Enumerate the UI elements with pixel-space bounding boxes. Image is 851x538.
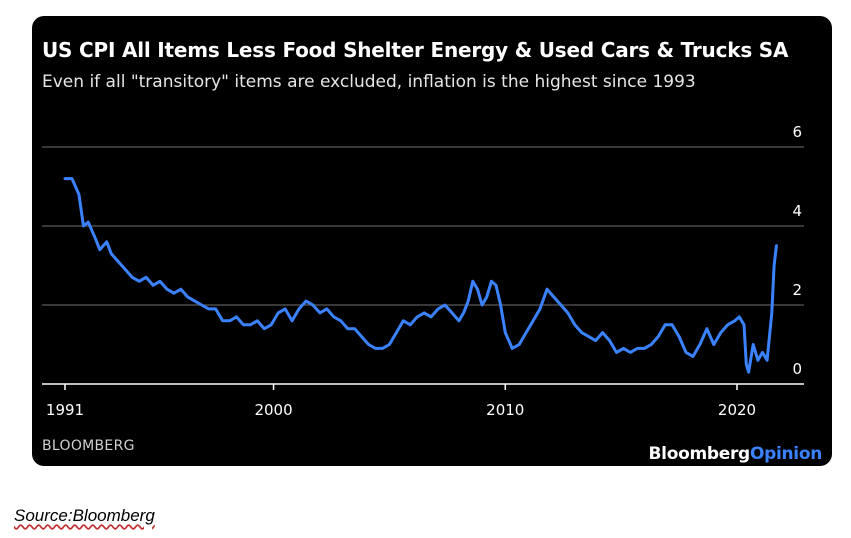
x-tick-label: 2010 xyxy=(486,401,524,419)
x-tick-label: 2020 xyxy=(718,401,756,419)
chart-title: US CPI All Items Less Food Shelter Energ… xyxy=(42,38,789,62)
source-label: BLOOMBERG xyxy=(42,438,135,454)
x-axis xyxy=(42,383,804,390)
bloomberg-opinion-logo: BloombergOpinion xyxy=(648,444,823,464)
y-tick-label: 2 xyxy=(792,281,802,299)
x-tick-label: 1991 xyxy=(46,401,84,419)
chart-subtitle: Even if all "transitory" items are exclu… xyxy=(42,72,696,92)
y-tick-label: 6 xyxy=(792,123,802,141)
brand-primary: Bloomberg xyxy=(648,444,751,464)
x-axis-labels: 1991 2000 2010 2020 xyxy=(46,401,756,419)
x-tick-label: 2000 xyxy=(254,401,292,419)
source-caption: Source:Bloomberg xyxy=(14,506,155,525)
y-tick-label: 4 xyxy=(792,202,802,220)
y-tick-label: 0 xyxy=(792,360,802,378)
y-axis-labels: 0 2 4 6 xyxy=(792,123,802,378)
line-chart: 0 2 4 6 1991 2000 2010 2020 xyxy=(42,123,804,419)
series-line-0 xyxy=(63,177,778,374)
gridlines xyxy=(42,146,804,306)
series-layer xyxy=(63,177,778,374)
brand-secondary: Opinion xyxy=(749,444,822,464)
chart-card: US CPI All Items Less Food Shelter Energ… xyxy=(32,16,832,466)
